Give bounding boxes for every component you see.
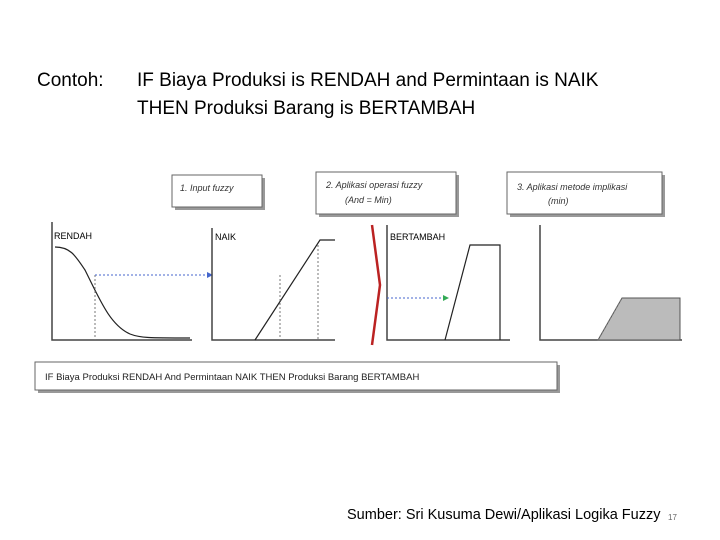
step-text: (And = Min) [345,195,392,205]
rule-line: THEN Produksi Barang is BERTAMBAH [137,98,475,119]
panel-label: BERTAMBAH [390,232,445,242]
axis [51,222,192,341]
step-box [315,171,457,215]
step-text: 3. Aplikasi metode implikasi [517,182,628,192]
step-box [506,171,663,215]
rule-text: IF Biaya Produksi RENDAH And Permintaan … [45,372,419,383]
page-number: 17 [668,513,677,522]
panel-label: RENDAH [54,231,92,241]
panel-label: NAIK [215,232,236,242]
membership-curve [254,239,335,341]
membership-curve [54,246,191,339]
step-box [171,174,263,208]
step-text: (min) [548,196,569,206]
guide [597,297,623,341]
membership-curve [444,244,501,341]
step-text: 1. Input fuzzy [180,183,234,193]
rule-line: IF Biaya Produksi is RENDAH and Perminta… [137,70,599,91]
axis [211,228,335,341]
example-label: Contoh: [37,70,104,91]
rule-box [34,361,558,391]
guide [279,245,319,340]
min-bracket [370,224,382,346]
step-text: 2. Aplikasi operasi fuzzy [325,180,423,190]
source: Sumber: Sri Kusuma Dewi/Aplikasi Logika … [347,507,661,523]
axis [386,225,510,341]
